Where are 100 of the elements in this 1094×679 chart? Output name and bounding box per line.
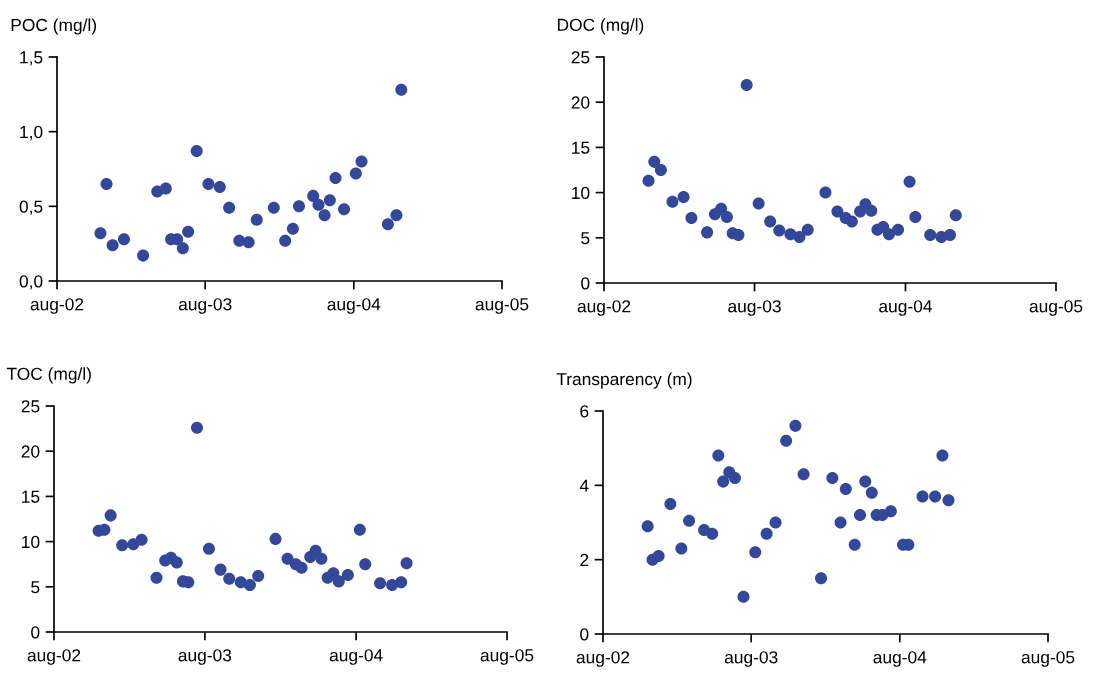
point	[859, 475, 872, 488]
point	[267, 201, 280, 214]
point	[903, 175, 916, 188]
point	[279, 234, 292, 247]
point	[318, 209, 331, 222]
point	[642, 174, 655, 187]
y-tick-label: 5	[581, 232, 590, 245]
point	[712, 449, 725, 462]
point	[252, 569, 265, 582]
point	[307, 189, 320, 202]
point	[359, 558, 372, 571]
y-tick-label: 25	[21, 400, 40, 413]
point	[845, 215, 858, 228]
point	[150, 571, 163, 584]
y-tick-label: 0	[580, 628, 589, 641]
point	[769, 516, 782, 529]
point	[677, 191, 690, 204]
point	[749, 546, 762, 559]
point	[752, 197, 765, 210]
y-tick-label: 0,0	[19, 275, 43, 290]
point	[773, 224, 786, 237]
point	[94, 227, 107, 240]
y-tick-label: 5	[31, 581, 40, 594]
x-tick-label: aug-04	[329, 649, 383, 665]
x-tick-label: aug-02	[577, 300, 631, 316]
point	[355, 155, 368, 168]
point	[865, 204, 878, 217]
point	[641, 520, 654, 533]
y-tick-label: 20	[21, 445, 40, 458]
point	[720, 210, 733, 224]
point	[269, 532, 282, 545]
x-tick-label: aug-05	[1029, 300, 1083, 316]
point	[737, 590, 750, 603]
point	[349, 167, 362, 180]
point	[395, 576, 408, 589]
point	[286, 222, 299, 235]
point	[250, 213, 263, 226]
point	[944, 229, 957, 242]
point	[815, 572, 828, 585]
point	[882, 228, 895, 241]
point	[839, 483, 852, 496]
y-tick-label: 15	[572, 141, 590, 154]
point	[683, 514, 696, 527]
point	[666, 195, 679, 208]
x-tick-label: aug-04	[327, 298, 381, 314]
x-tick-label: aug-02	[27, 649, 81, 665]
point	[949, 209, 962, 222]
point	[332, 575, 345, 588]
point	[137, 249, 150, 262]
point	[182, 225, 195, 238]
point	[295, 561, 308, 574]
point	[292, 200, 305, 213]
point	[374, 577, 387, 590]
y-tick-label: 6	[580, 405, 589, 418]
point	[323, 194, 336, 207]
point	[116, 539, 129, 552]
point	[793, 230, 806, 243]
y-tick-label: 20	[571, 96, 590, 109]
point	[936, 449, 949, 462]
point	[801, 223, 814, 236]
chart-title: Transparency (m)	[556, 372, 692, 389]
point	[675, 542, 688, 555]
point	[797, 468, 810, 481]
x-tick-label: aug-02	[30, 298, 84, 314]
point	[202, 177, 215, 190]
point	[789, 419, 802, 432]
point	[826, 471, 839, 484]
point	[892, 223, 905, 236]
y-tick-label: 1,5	[20, 51, 43, 66]
point	[191, 421, 204, 434]
point	[831, 205, 844, 218]
chart-title: DOC (mg/l)	[557, 18, 644, 35]
point	[242, 236, 255, 249]
point	[764, 215, 777, 228]
x-tick-label: aug-03	[724, 651, 778, 667]
point	[654, 163, 667, 177]
point	[329, 171, 342, 184]
point	[243, 578, 256, 592]
point	[865, 486, 878, 499]
point	[717, 475, 730, 488]
point	[780, 434, 793, 447]
x-tick-label: aug-03	[178, 649, 232, 665]
point	[942, 494, 955, 507]
point	[819, 186, 832, 199]
x-tick-label: aug-04	[873, 651, 927, 667]
point	[214, 563, 227, 576]
point	[390, 209, 403, 222]
x-tick-label: aug-03	[178, 298, 232, 314]
y-tick-label: 10	[572, 186, 590, 200]
point	[701, 226, 714, 239]
point	[202, 542, 216, 555]
x-tick-label: aug-03	[728, 300, 781, 316]
point	[315, 552, 328, 565]
point	[223, 201, 236, 214]
y-tick-label: 2	[580, 553, 589, 566]
y-tick-label: 15	[22, 490, 40, 503]
point	[760, 527, 773, 540]
point	[353, 523, 366, 536]
x-tick-label: aug-05	[475, 298, 529, 314]
point	[190, 145, 203, 158]
